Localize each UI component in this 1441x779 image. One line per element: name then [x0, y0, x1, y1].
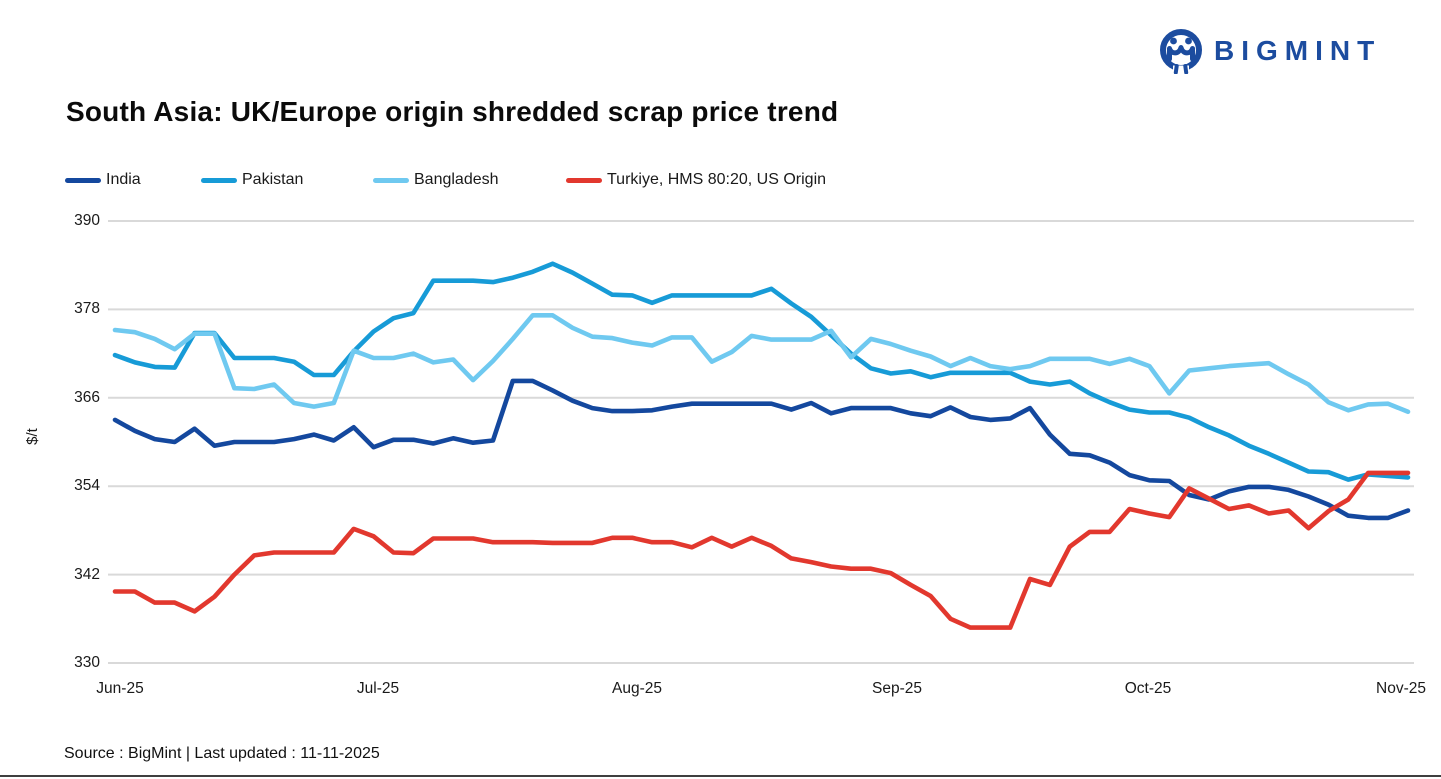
- series-line-pakistan: [112, 261, 1411, 482]
- x-tick-nov25: Nov-25: [1376, 680, 1426, 697]
- x-tick-aug25: Aug-25: [612, 680, 662, 697]
- y-tick-366: 366: [74, 389, 100, 406]
- bigmint-logo-icon: [1160, 29, 1202, 74]
- legend-item-bangladesh[interactable]: Bangladesh: [373, 170, 499, 190]
- y-tick-330: 330: [74, 654, 100, 671]
- y-tick-354: 354: [74, 477, 100, 494]
- bottom-divider: [0, 775, 1441, 777]
- x-tick-jun25: Jun-25: [96, 680, 144, 697]
- source-note: Source : BigMint | Last updated : 11-11-…: [64, 745, 380, 762]
- x-tick-oct25: Oct-25: [1124, 680, 1172, 697]
- x-tick-sep25: Sep-25: [872, 680, 922, 697]
- y-axis-unit-label: $/t: [23, 428, 41, 445]
- legend-swatch-bangladesh: [373, 177, 409, 183]
- legend-swatch-india: [65, 177, 101, 183]
- chart-title: South Asia: UK/Europe origin shredded sc…: [66, 96, 839, 127]
- legend-swatch-pakistan: [201, 177, 237, 183]
- series-line-turkiye: [112, 470, 1411, 630]
- y-tick-378: 378: [74, 300, 100, 317]
- legend-label-pakistan: Pakistan: [242, 171, 304, 188]
- legend-item-pakistan[interactable]: Pakistan: [201, 170, 303, 190]
- brand-name: BIGMINT: [1214, 35, 1382, 66]
- legend-item-turkiye[interactable]: Turkiye, HMS 80:20, US Origin: [566, 170, 826, 190]
- legend-label-turkiye: Turkiye, HMS 80:20, US Origin: [607, 171, 827, 188]
- series-line-india: [112, 378, 1411, 521]
- legend-item-india[interactable]: India: [65, 170, 141, 190]
- x-tick-jul25: Jul-25: [356, 680, 400, 697]
- legend-label-bangladesh: Bangladesh: [414, 171, 499, 188]
- y-tick-342: 342: [74, 566, 100, 583]
- legend-swatch-turkiye: [566, 177, 602, 183]
- legend-label-india: India: [106, 171, 141, 188]
- series-line-bangladesh: [112, 312, 1411, 415]
- brand-logo: BIGMINT: [1158, 28, 1381, 74]
- chart-legend: India Pakistan Bangladesh Turkiye, HMS 8…: [0, 170, 1441, 192]
- y-tick-390: 390: [74, 212, 100, 229]
